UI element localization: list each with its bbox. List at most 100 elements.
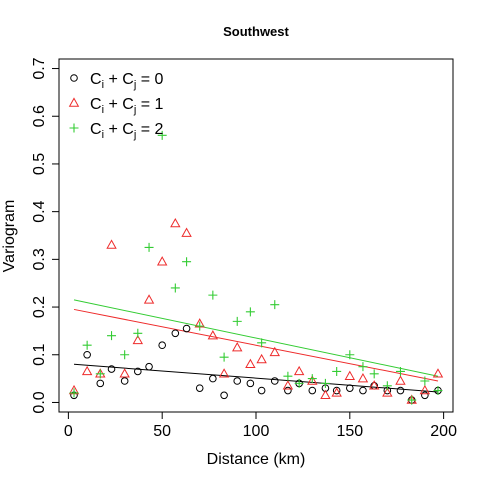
series-1-point (331, 387, 342, 397)
x-tick-label: 0 (64, 423, 73, 440)
x-tick-label: 100 (243, 423, 270, 440)
series-0-point (257, 386, 266, 395)
series-1-point (81, 365, 93, 376)
series-0-point (195, 384, 204, 392)
series-2-point (433, 386, 443, 396)
series-2-point (82, 340, 92, 350)
series-1-point (419, 384, 431, 395)
series-1-point (207, 330, 219, 340)
series-0-point (396, 386, 405, 395)
series-1-point (395, 375, 406, 385)
data-points (68, 130, 444, 405)
series-2-point (120, 350, 130, 360)
series-2-point (395, 366, 405, 376)
series-1-point (282, 380, 294, 390)
legend: Ci + Cj = 0Ci + Cj = 1Ci + Cj = 2 (68, 71, 164, 141)
series-2-trend-line (73, 299, 439, 377)
legend-text-part: = 1 (136, 96, 163, 113)
series-0-point (158, 341, 166, 350)
series-0-point (346, 384, 354, 392)
legend-text-part: C (90, 71, 102, 88)
legend-text-part: C (90, 96, 102, 113)
series-1-legend-marker (68, 97, 80, 107)
y-tick-label: 0.7 (31, 57, 48, 79)
series-1-point (156, 256, 168, 266)
series-2-point (232, 316, 242, 326)
legend-text-part: = 0 (136, 71, 163, 88)
series-2-point (257, 338, 267, 348)
series-2-point (144, 242, 154, 252)
series-0-legend-label: Ci + Cj = 0 (90, 71, 164, 91)
series-2-point (182, 257, 192, 267)
y-axis-label: Variogram (1, 200, 18, 273)
series-0-point (332, 386, 341, 395)
legend-text-part: + C (104, 96, 134, 113)
series-2-point (107, 331, 117, 341)
series-1-point (432, 368, 444, 378)
trend-lines (73, 299, 439, 393)
x-tick-label: 50 (153, 423, 171, 440)
series-2-point (407, 395, 417, 405)
series-0-point (134, 367, 142, 376)
series-0-point (120, 377, 129, 385)
series-1-point (307, 375, 318, 385)
series-2-point (320, 378, 330, 388)
series-2-point (270, 300, 280, 310)
series-2-point (420, 376, 430, 386)
series-1-point (368, 380, 380, 390)
series-2-point (294, 378, 304, 388)
series-2-point (157, 130, 167, 140)
series-0-point (284, 386, 292, 395)
y-tick-label: 0.4 (31, 200, 48, 222)
legend-text-part: j (133, 129, 136, 141)
series-2-point (208, 290, 218, 300)
series-2-legend-label: Ci + Cj = 2 (90, 121, 164, 141)
series-1-point (269, 346, 280, 357)
series-2-point (358, 362, 368, 372)
legend-text-part: + C (104, 71, 134, 88)
series-0-legend-marker (70, 74, 78, 82)
series-0-point (421, 391, 429, 400)
y-tick-label: 0.0 (31, 391, 48, 413)
series-1-point (181, 227, 192, 237)
series-2-point (170, 283, 180, 293)
series-1-point (382, 387, 393, 397)
series-2-point (369, 369, 379, 379)
x-axis: 0 50 100 150 200 (64, 412, 457, 440)
series-2-legend-marker (69, 123, 79, 133)
series-0-point (209, 374, 217, 383)
series-2-point (345, 350, 355, 360)
series-0-point (270, 377, 279, 385)
series-0-point (246, 379, 255, 388)
series-1-point (245, 358, 256, 369)
legend-text-part: + C (104, 121, 134, 138)
series-1-point (218, 368, 230, 378)
x-tick-label: 150 (336, 423, 363, 440)
series-0-point (220, 391, 228, 400)
series-2-point (332, 366, 342, 376)
series-1-point (344, 370, 356, 380)
series-0-trend-line (73, 363, 439, 393)
series-2-point (382, 381, 392, 391)
series-2-point (195, 321, 205, 331)
series-0-point (96, 379, 105, 388)
series-1-point (256, 353, 267, 364)
series-1-legend-label: Ci + Cj = 1 (90, 96, 164, 116)
series-2-point (133, 328, 143, 338)
series-2-point (307, 374, 317, 384)
series-1-point (357, 372, 369, 383)
y-tick-label: 0.2 (31, 296, 48, 318)
series-1-point (293, 365, 305, 376)
y-axis: 0.0 0.1 0.2 0.3 0.4 0.5 0.6 0.7 (31, 57, 59, 414)
series-0-point (182, 324, 191, 333)
series-1-point (106, 239, 117, 249)
legend-text-part: i (102, 104, 104, 116)
series-2-point (283, 371, 293, 381)
series-0-point (233, 377, 242, 385)
y-tick-label: 0.6 (31, 105, 48, 127)
legend-text-part: = 2 (136, 121, 163, 138)
series-1-point (132, 334, 144, 345)
chart-title: Southwest (223, 24, 289, 39)
series-1-trend-line (73, 308, 439, 382)
